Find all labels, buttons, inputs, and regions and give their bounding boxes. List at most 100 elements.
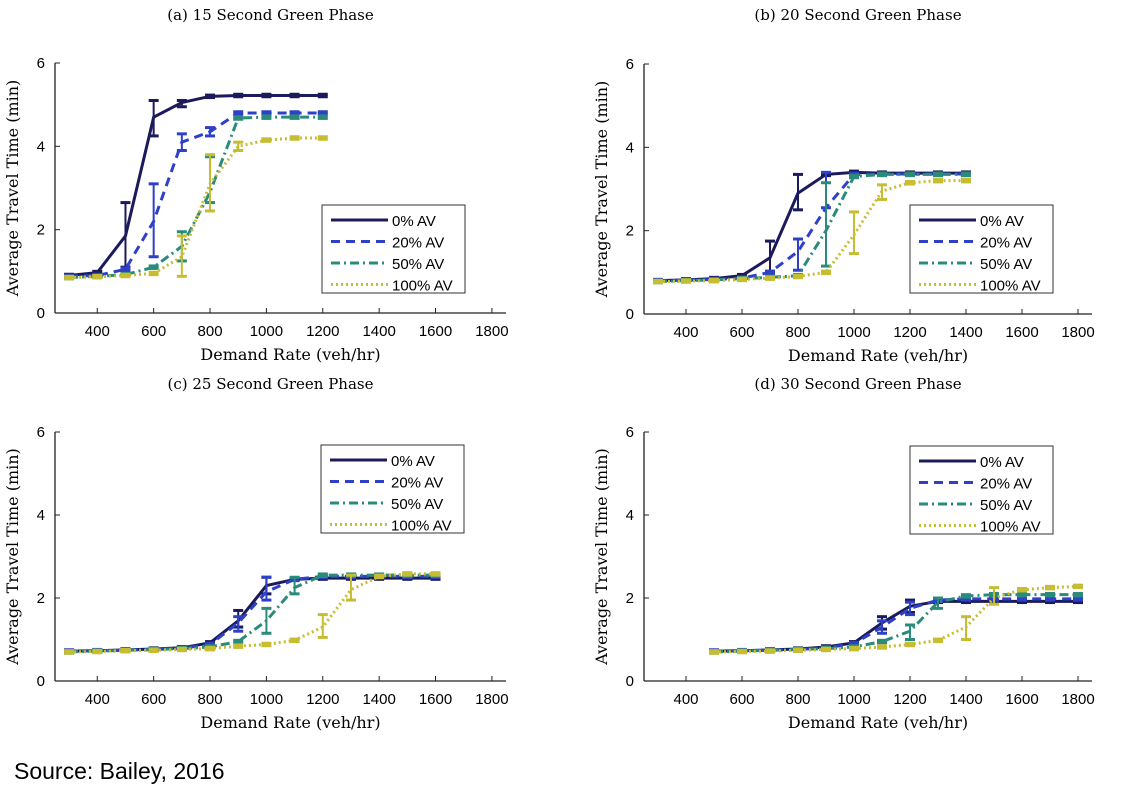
x-tick-label: 1800 — [475, 323, 508, 340]
error-bar — [233, 615, 244, 633]
x-tick-label: 1600 — [1005, 324, 1038, 341]
x-tick-label: 800 — [198, 691, 223, 708]
series-20avav — [709, 596, 1083, 654]
legend-label: 100% AV — [391, 518, 452, 535]
error-bar — [120, 266, 131, 272]
error-bar — [821, 269, 831, 276]
error-bar — [877, 638, 887, 645]
x-tick-label: 1600 — [419, 323, 452, 340]
error-bar — [176, 646, 187, 653]
error-bar — [1073, 596, 1083, 602]
x-tick-label: 1000 — [837, 691, 870, 708]
series-line — [69, 574, 436, 653]
series-0avav — [709, 598, 1083, 654]
x-tick-label: 1200 — [893, 691, 926, 708]
error-bar — [233, 643, 244, 649]
error-bar — [877, 171, 887, 178]
x-tick-label: 1800 — [1061, 691, 1094, 708]
error-bar — [933, 177, 943, 184]
y-tick-label: 2 — [37, 222, 45, 239]
y-axis-label: Average Travel Time (min) — [592, 448, 611, 666]
x-tick-label: 400 — [85, 323, 110, 340]
x-tick-label: 600 — [729, 691, 754, 708]
error-bar — [765, 275, 775, 281]
legend: 0% AV 20% AV 50% AV 100% AV — [320, 444, 465, 535]
chart-title: (b) 20 Second Green Phase — [754, 6, 961, 24]
error-bar — [877, 183, 887, 201]
error-bar — [289, 135, 300, 141]
y-tick-label: 2 — [626, 590, 634, 607]
error-bar — [261, 606, 272, 635]
error-bar — [233, 140, 244, 152]
error-bar — [148, 182, 159, 259]
error-bar — [233, 110, 244, 116]
error-bar — [821, 646, 831, 653]
y-tick-label: 6 — [37, 424, 45, 441]
error-bar — [120, 201, 131, 269]
error-bar — [821, 181, 831, 268]
x-tick-label: 1400 — [949, 691, 982, 708]
series-line — [69, 572, 436, 654]
error-bar — [961, 593, 971, 599]
error-bar — [849, 173, 859, 180]
series-line — [68, 94, 323, 277]
y-tick-label: 4 — [626, 507, 634, 524]
series-line — [69, 111, 323, 278]
error-bar — [92, 274, 103, 280]
legend-label: 20% AV — [980, 235, 1032, 252]
legend-label: 100% AV — [392, 278, 453, 295]
error-bar — [261, 92, 272, 99]
y-tick-label: 2 — [37, 590, 45, 607]
legend-label: 100% AV — [980, 519, 1041, 536]
error-bar — [1017, 596, 1027, 602]
error-bar — [681, 278, 691, 284]
error-bar — [233, 638, 244, 645]
series-100avav — [709, 583, 1083, 655]
x-tick-label: 1600 — [1005, 691, 1038, 708]
x-tick-label: 400 — [673, 324, 698, 341]
error-bar — [261, 641, 272, 648]
y-axis-label: Average Travel Time (min) — [3, 448, 22, 666]
error-bar — [64, 649, 75, 655]
y-tick-label: 0 — [37, 673, 45, 690]
y-tick-label: 4 — [626, 139, 634, 156]
error-bar — [905, 600, 915, 617]
x-tick-label: 800 — [198, 323, 223, 340]
error-bar — [430, 571, 441, 577]
legend: 0% AV 20% AV 50% AV 100% AV — [909, 204, 1054, 295]
error-bar — [1073, 591, 1083, 598]
legend-label: 0% AV — [392, 213, 436, 230]
error-bar — [1045, 584, 1055, 591]
legend-label: 0% AV — [980, 454, 1024, 471]
series-50avav — [64, 572, 441, 655]
error-bar — [765, 239, 775, 274]
error-bar — [317, 572, 328, 578]
error-bar — [317, 135, 328, 141]
x-tick-label: 1400 — [949, 324, 982, 341]
error-bar — [205, 153, 216, 213]
error-bar — [793, 172, 803, 212]
legend-label: 100% AV — [980, 278, 1041, 295]
x-tick-label: 600 — [729, 324, 754, 341]
series-line — [713, 597, 1078, 653]
error-bar — [261, 114, 272, 120]
error-bar — [933, 171, 943, 178]
error-bar — [233, 92, 244, 99]
error-bar — [1073, 583, 1083, 590]
error-bar — [148, 647, 159, 654]
x-tick-label: 1800 — [1061, 324, 1094, 341]
error-bar — [261, 575, 272, 602]
error-bar — [849, 210, 859, 256]
x-axis-label: Demand Rate (veh/hr) — [788, 346, 968, 365]
series-line — [69, 136, 323, 280]
x-tick-label: 1400 — [362, 691, 395, 708]
series-line — [69, 115, 323, 280]
legend: 0% AV 20% AV 50% AV 100% AV — [321, 204, 466, 295]
error-bar — [317, 114, 328, 120]
error-bar — [317, 110, 328, 116]
series-20avav — [64, 110, 328, 280]
series-line — [69, 573, 436, 654]
error-bar — [961, 177, 971, 184]
x-axis-label: Demand Rate (veh/hr) — [788, 713, 968, 732]
y-tick-label: 0 — [626, 673, 634, 690]
